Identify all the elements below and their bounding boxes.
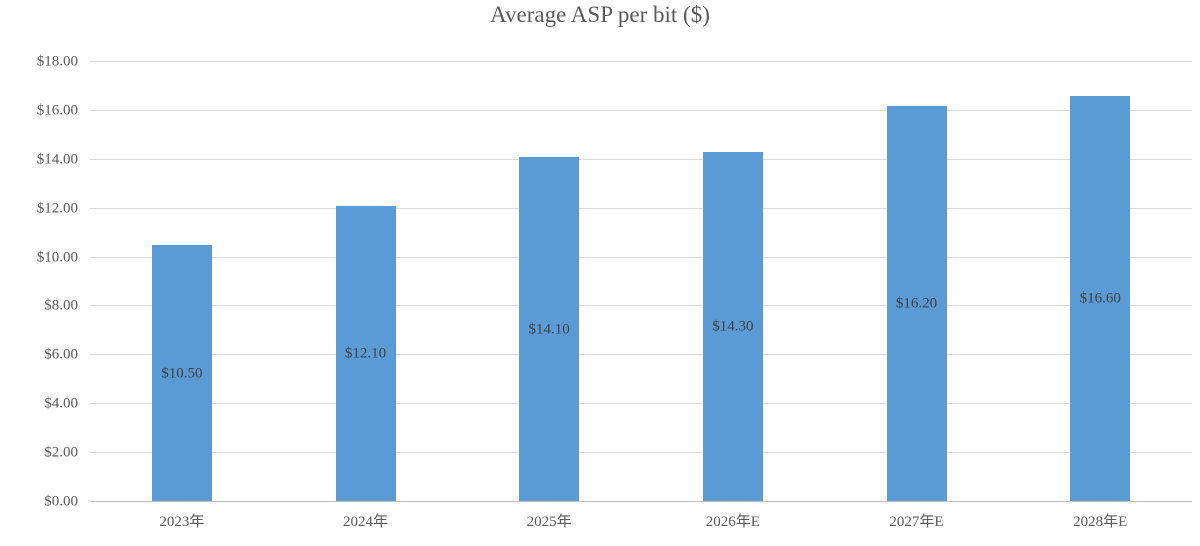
plot-area: $0.00 $2.00 $4.00 $6.00 $8.00 $10.00 $12.00 $14…	[37, 54, 1192, 530]
bar-data-label: $14.30	[712, 318, 754, 335]
bar-slot: $14.30 2026年E	[641, 62, 825, 530]
chart-title: Average ASP per bit ($)	[490, 2, 710, 27]
y-tick-label: $8.00	[44, 297, 78, 314]
x-tick-label: 2027年E	[889, 514, 944, 530]
bar: $16.20	[886, 106, 947, 502]
bar: $12.10	[335, 206, 396, 502]
bar-slot: $12.10 2024年	[274, 62, 458, 530]
bar: $16.60	[1070, 96, 1131, 502]
y-tick-label: $12.00	[36, 200, 78, 217]
x-tick-label: 2023年	[159, 514, 205, 530]
y-tick-label: $18.00	[36, 53, 78, 70]
bar-data-label: $16.60	[1079, 290, 1121, 307]
bar-slot: $10.50 2023年	[90, 62, 274, 530]
gridline	[90, 452, 1192, 454]
y-tick-label: $16.00	[36, 102, 78, 119]
bar-data-label: $10.50	[161, 365, 203, 382]
bar-slot: $16.60 2028年E	[1008, 62, 1192, 530]
bar: $14.10	[519, 157, 580, 502]
gridline	[90, 109, 1192, 111]
gridline	[90, 158, 1192, 160]
y-tick-label: $14.00	[36, 151, 78, 168]
y-tick-label: $0.00	[44, 493, 78, 510]
gridline	[90, 403, 1192, 405]
bar-data-label: $16.20	[895, 295, 938, 312]
y-tick-label: $4.00	[44, 395, 78, 412]
bar: $10.50	[151, 245, 212, 502]
bar-slot: $16.20 2027年E	[825, 62, 1009, 530]
bar-data-label: $12.10	[344, 345, 387, 362]
bar: $14.30	[702, 152, 763, 502]
y-tick-label: $10.00	[36, 249, 78, 266]
y-tick-label: $6.00	[44, 346, 78, 363]
x-tick-label: 2024年	[342, 514, 389, 530]
x-axis-line	[90, 501, 1192, 502]
bar-slot: $14.10 2025年	[457, 62, 641, 530]
x-tick-label: 2025年	[526, 514, 572, 530]
y-tick-label: $2.00	[44, 444, 78, 461]
x-tick-label: 2026年E	[705, 514, 760, 530]
x-tick-label: 2028年E	[1073, 514, 1128, 530]
gridline	[90, 256, 1192, 258]
bar-data-label: $14.10	[528, 321, 570, 338]
bar-series: $10.50 2023年 $12.10 2024年 $14.10 2025年 $14.30 2…	[90, 62, 1192, 530]
gridline	[90, 305, 1192, 307]
gridline	[90, 61, 1192, 62]
gridline	[90, 354, 1192, 356]
gridline	[90, 207, 1192, 209]
